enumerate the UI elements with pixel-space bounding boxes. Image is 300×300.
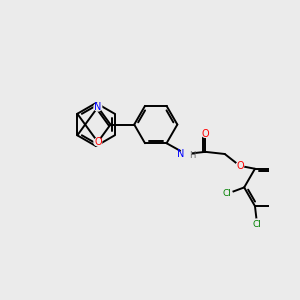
- Text: Cl: Cl: [223, 189, 231, 198]
- Text: H: H: [189, 151, 195, 160]
- Circle shape: [94, 103, 102, 111]
- Text: N: N: [177, 149, 184, 159]
- Circle shape: [202, 130, 209, 137]
- Text: O: O: [202, 128, 209, 139]
- Text: O: O: [236, 161, 244, 171]
- Circle shape: [236, 162, 244, 170]
- Circle shape: [252, 219, 262, 230]
- Circle shape: [221, 188, 232, 199]
- Circle shape: [181, 148, 191, 159]
- Text: O: O: [94, 137, 102, 147]
- Text: Cl: Cl: [253, 220, 262, 229]
- Circle shape: [94, 138, 102, 146]
- Text: N: N: [94, 102, 101, 112]
